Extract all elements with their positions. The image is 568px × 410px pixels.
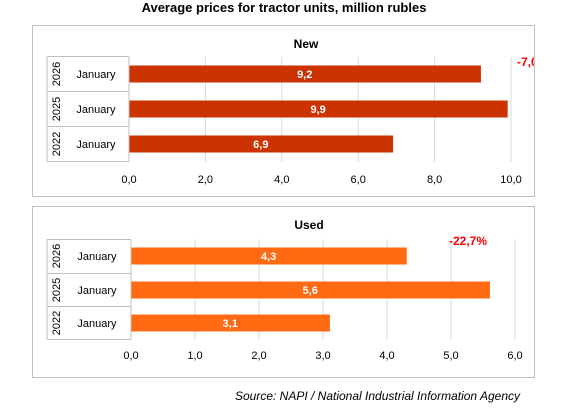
- used-value-label: 3,1: [223, 318, 238, 330]
- used-value-label: 5,6: [303, 285, 318, 297]
- used-tick-label: 5,0: [443, 350, 458, 362]
- used-tick-label: 3,0: [315, 350, 330, 362]
- used-tick-label: 4,0: [379, 350, 394, 362]
- new-month-label: January: [76, 139, 116, 151]
- source-note: Source: NAPI / National Industrial Infor…: [234, 389, 520, 403]
- used-month-label: January: [77, 251, 117, 263]
- used-tick-label: 6,0: [507, 350, 522, 362]
- used-year-label: 2026: [51, 244, 63, 268]
- new-change-label: -7,0%: [517, 55, 534, 69]
- used-tick-label: 2,0: [251, 350, 266, 362]
- new-chart-svg: New 0,0 2,0 4,0 6,0 8,0 10,0 2026 January 9,2 2025…: [46, 37, 534, 186]
- new-year-label: 2022: [51, 132, 63, 156]
- used-bar: [131, 314, 330, 332]
- new-value-label: 6,9: [253, 139, 268, 151]
- new-tick-label: 4,0: [274, 174, 289, 186]
- new-value-label: 9,2: [297, 69, 312, 81]
- new-tick-label: 8,0: [427, 174, 442, 186]
- new-tick-label: 0,0: [121, 174, 136, 186]
- used-value-label: 4,3: [261, 251, 276, 263]
- used-tick-label: 1,0: [187, 350, 202, 362]
- used-year-label: 2022: [51, 311, 63, 335]
- used-month-label: January: [77, 285, 117, 297]
- new-bar: [129, 135, 394, 153]
- used-tractors-chart: Used 0,0 1,0 2,0 3,0 4,0 5,0 6,0 2026 January 4,3 2…: [32, 206, 535, 378]
- new-bar: [129, 100, 508, 118]
- used-year-label: 2025: [51, 278, 63, 302]
- chart-title: Average prices for tractor units, millio…: [141, 0, 427, 15]
- new-tick-label: 6,0: [351, 174, 366, 186]
- new-year-label: 2026: [51, 62, 63, 86]
- new-tractors-chart: New 0,0 2,0 4,0 6,0 8,0 10,0 2026 January 9,2 2025…: [32, 25, 535, 197]
- used-panel-title: Used: [294, 218, 323, 232]
- used-bar: [131, 247, 407, 265]
- used-tick-label: 0,0: [123, 350, 138, 362]
- new-month-label: January: [76, 69, 116, 81]
- new-year-label: 2025: [51, 97, 63, 121]
- new-bar: [129, 65, 481, 83]
- new-tick-label: 10,0: [500, 174, 521, 186]
- used-bar: [131, 281, 490, 299]
- used-change-label: -22,7%: [449, 234, 487, 248]
- used-chart-svg: Used 0,0 1,0 2,0 3,0 4,0 5,0 6,0 2026 January 4,3 2…: [46, 218, 523, 362]
- new-month-label: January: [76, 104, 116, 116]
- new-tick-label: 2,0: [198, 174, 213, 186]
- new-panel-title: New: [294, 37, 319, 51]
- used-month-label: January: [77, 318, 117, 330]
- new-value-label: 9,9: [310, 104, 325, 116]
